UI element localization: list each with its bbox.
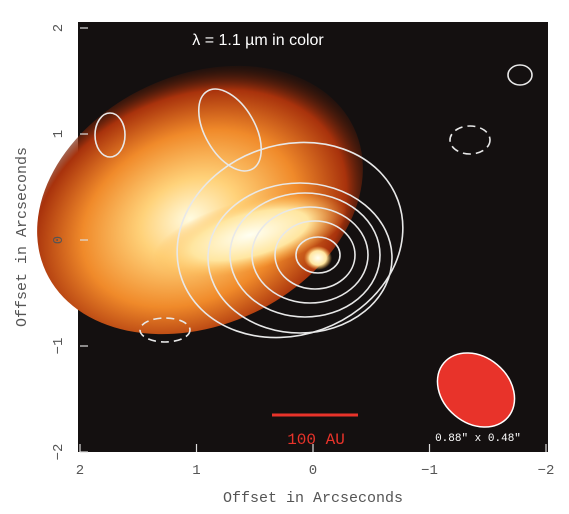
beam-label: 0.88" x 0.48" bbox=[435, 433, 521, 445]
y-tick-label: 0 bbox=[51, 236, 67, 244]
scale-bar-label: 100 AU bbox=[287, 431, 345, 449]
x-tick-label: 2 bbox=[76, 463, 84, 479]
title-line: λ = 1.1 µm in color bbox=[192, 32, 324, 49]
figure: 100 AU 0.88" x 0.48" λ = 2.7 mm in conts… bbox=[0, 0, 569, 514]
y-axis-label: Offset in Arcseconds bbox=[14, 147, 31, 327]
y-tick-label: 1 bbox=[51, 130, 67, 138]
y-tick-label: 2 bbox=[51, 24, 67, 32]
y-tick-label: −2 bbox=[51, 444, 67, 461]
title-line: λ = 2.7 mm in conts bbox=[188, 4, 327, 21]
x-tick-label: −1 bbox=[421, 463, 438, 479]
x-tick-label: −2 bbox=[538, 463, 555, 479]
y-tick-label: −1 bbox=[51, 338, 67, 355]
x-tick-label: 1 bbox=[192, 463, 200, 479]
x-axis-label: Offset in Arcseconds bbox=[223, 490, 403, 507]
x-tick-label: 0 bbox=[309, 463, 317, 479]
